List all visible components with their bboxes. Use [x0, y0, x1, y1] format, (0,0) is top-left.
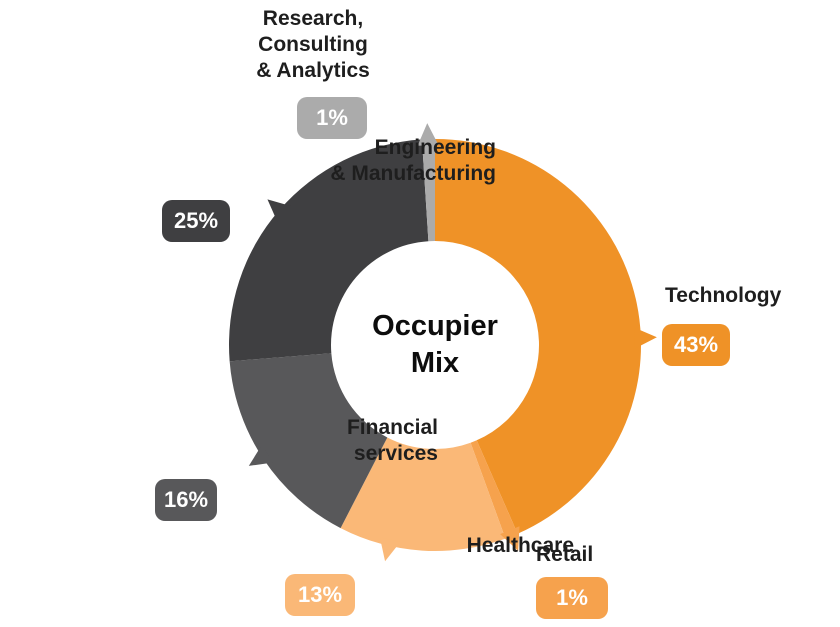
- badge-retail: 1%: [536, 577, 608, 619]
- pointer-technology: [634, 327, 657, 349]
- slice-retail: [470, 440, 518, 539]
- chart-center-title: Occupier Mix: [372, 309, 498, 379]
- slice-financial-services: [229, 353, 388, 529]
- slice-engineering-manufacturing: [229, 139, 429, 362]
- pointer-retail: [500, 526, 520, 551]
- label-engineering-manufacturing: Engineering & Manufacturing: [330, 136, 496, 186]
- label-retail: Retail: [536, 543, 594, 566]
- pointer-healthcare: [379, 537, 401, 562]
- pointer-engineering-manufacturing: [267, 199, 292, 222]
- slice-technology: [435, 139, 641, 534]
- pointer-research-consulting-analytics: [417, 123, 439, 146]
- label-healthcare: Healthcare: [466, 534, 574, 557]
- badge-technology: 43%: [662, 324, 730, 366]
- slice-research-consulting-analytics: [421, 139, 435, 242]
- slice-healthcare: [340, 437, 506, 551]
- badge-healthcare: 13%: [285, 574, 355, 616]
- badge-engineering-manufacturing: 25%: [162, 200, 230, 242]
- badge-research-consulting-analytics: 1%: [297, 97, 367, 139]
- label-technology: Technology: [665, 284, 782, 307]
- label-research-consulting-analytics: Research, Consulting & Analytics: [256, 7, 370, 83]
- badge-financial-services: 16%: [155, 479, 217, 521]
- pointer-financial-services: [248, 445, 274, 466]
- label-financial-services: Financial services: [346, 416, 438, 466]
